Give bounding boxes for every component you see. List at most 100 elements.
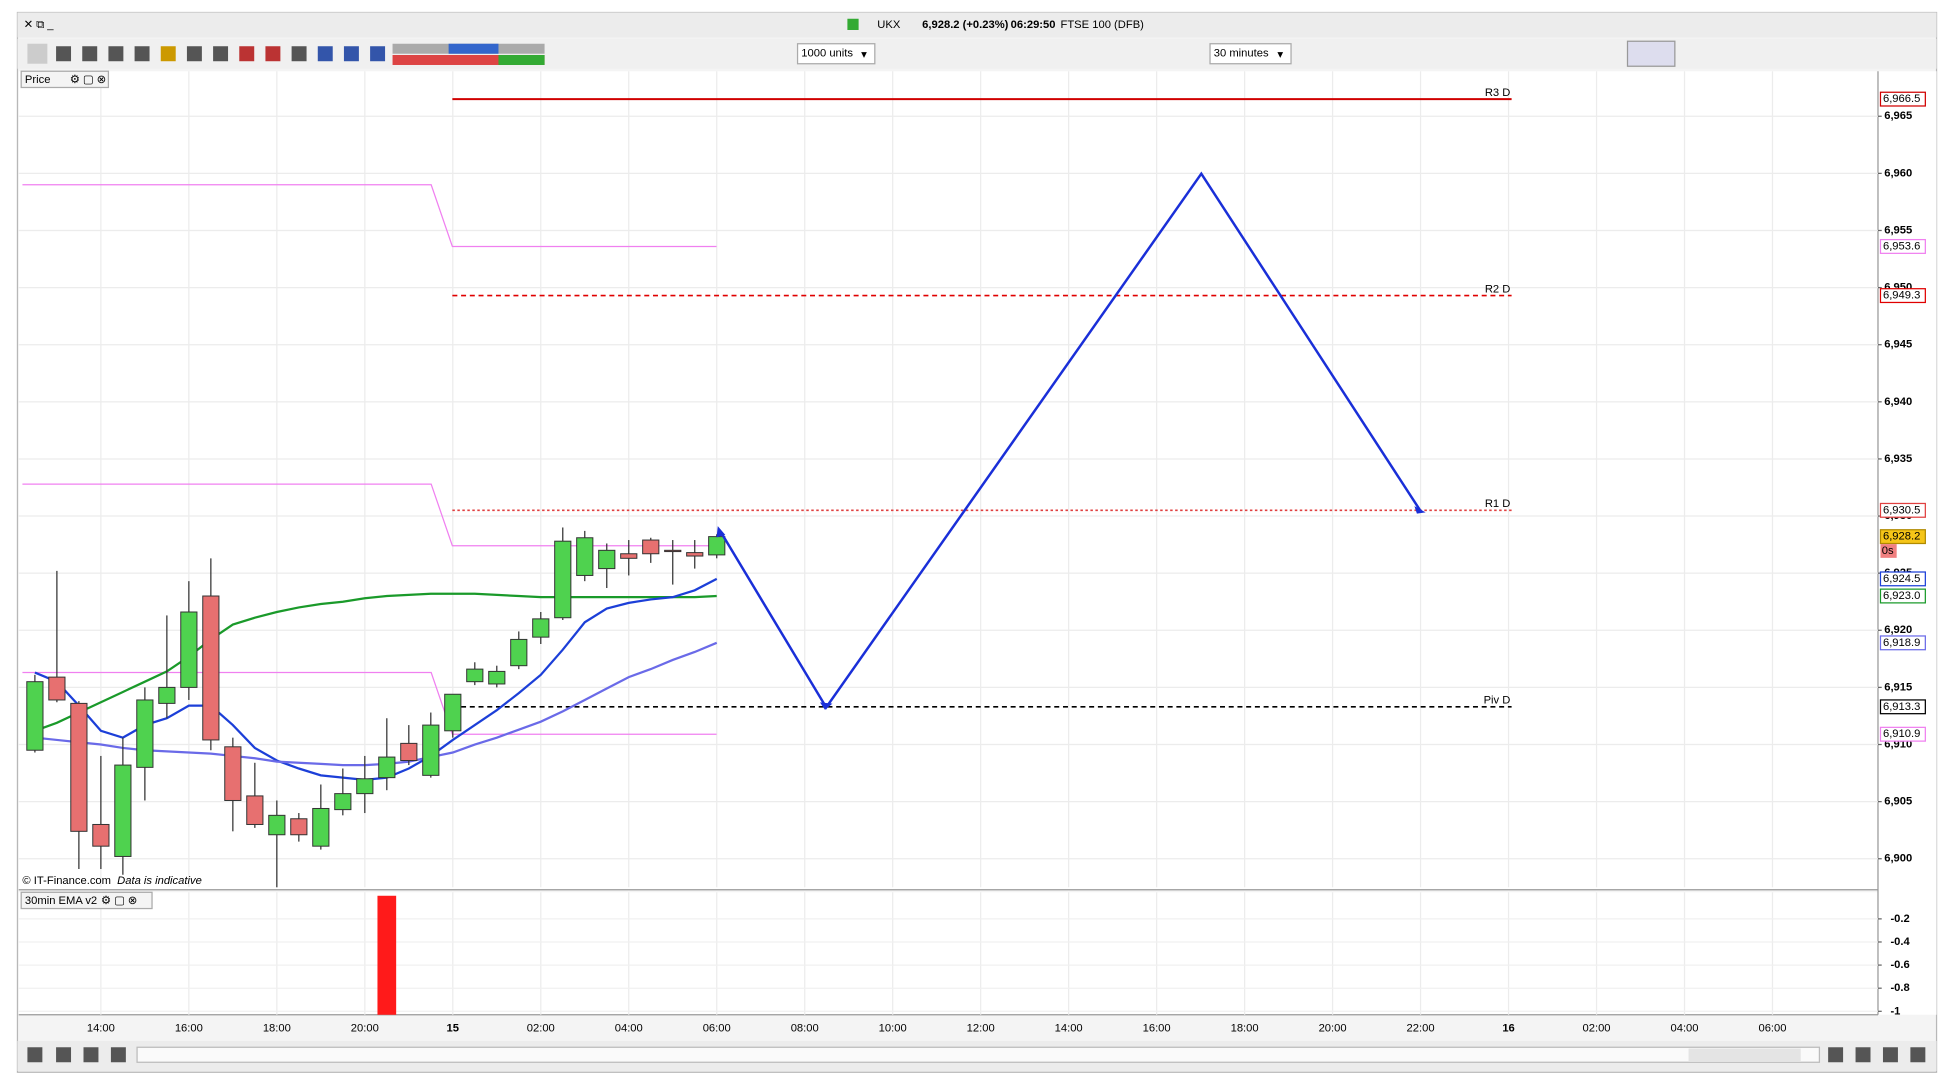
candle-body bbox=[356, 778, 374, 795]
tool[interactable] bbox=[56, 1047, 72, 1063]
y-tick-label: 6,960 bbox=[1884, 167, 1912, 179]
x-tick-label: 20:00 bbox=[1319, 1022, 1347, 1034]
chart-type-button[interactable] bbox=[1626, 40, 1676, 67]
candle-body bbox=[312, 807, 330, 847]
x-tick-label: 16 bbox=[1502, 1022, 1514, 1034]
arrow-head bbox=[819, 702, 833, 710]
x-tick-label: 14:00 bbox=[87, 1022, 115, 1034]
price-label: 6,923.0 bbox=[1883, 590, 1920, 602]
tool[interactable] bbox=[27, 1047, 43, 1063]
tool[interactable] bbox=[56, 46, 72, 62]
tool[interactable] bbox=[110, 1047, 126, 1063]
scrollbar[interactable] bbox=[136, 1046, 1821, 1063]
tool[interactable] bbox=[317, 46, 333, 62]
candle-body bbox=[92, 823, 110, 847]
price-label-box bbox=[1879, 238, 1926, 254]
close-button[interactable]: ✕ ⧉ _ bbox=[24, 19, 55, 31]
x-tick-label: 16:00 bbox=[1143, 1022, 1171, 1034]
x-tick-label: 04:00 bbox=[1670, 1022, 1698, 1034]
candle-body bbox=[70, 702, 88, 832]
price-label-box bbox=[1879, 502, 1926, 518]
x-tick-label: 12:00 bbox=[967, 1022, 995, 1034]
tool[interactable] bbox=[82, 46, 98, 62]
tool[interactable] bbox=[370, 46, 386, 62]
drawn-trend-line[interactable] bbox=[719, 171, 1422, 710]
candle-body bbox=[664, 549, 682, 553]
x-tick-label: 16:00 bbox=[175, 1022, 203, 1034]
tool[interactable] bbox=[160, 46, 176, 62]
interval-dropdown[interactable] bbox=[1209, 43, 1292, 65]
price-label-box bbox=[1879, 699, 1926, 715]
y-tick-label: -0.8 bbox=[1890, 982, 1909, 994]
x-tick-label: 14:00 bbox=[1055, 1022, 1083, 1034]
color-palette[interactable] bbox=[392, 43, 545, 65]
prev-level-line bbox=[22, 184, 717, 248]
tool[interactable] bbox=[83, 1047, 99, 1063]
timer-box bbox=[1880, 544, 1897, 558]
tool[interactable] bbox=[27, 43, 48, 64]
tool[interactable] bbox=[1910, 1047, 1926, 1063]
candle-body bbox=[26, 681, 44, 751]
y-tick-label: 6,920 bbox=[1884, 624, 1912, 636]
price-label-box bbox=[1879, 288, 1926, 304]
panel-buttons[interactable]: ⚙ ▢ ⊗ bbox=[101, 895, 137, 907]
panel-buttons[interactable]: ⚙ ▢ ⊗ bbox=[70, 74, 106, 86]
price-label: 6,949.3 bbox=[1883, 290, 1920, 302]
pivot-label: R3 D bbox=[1485, 87, 1511, 99]
tool[interactable] bbox=[239, 46, 255, 62]
price-label: 6,910.9 bbox=[1883, 728, 1920, 740]
price-label: 6,930.5 bbox=[1883, 504, 1920, 516]
clock: 06:29:50 bbox=[1011, 19, 1056, 31]
scroll-thumb[interactable] bbox=[1688, 1048, 1801, 1062]
pivot-label: R1 D bbox=[1485, 498, 1511, 510]
tool[interactable] bbox=[265, 46, 281, 62]
last-price-box bbox=[1879, 529, 1926, 545]
last-price: 6,928.2 bbox=[1883, 531, 1920, 543]
candle-body bbox=[510, 638, 528, 667]
y-tick-label: 6,945 bbox=[1884, 339, 1912, 351]
candle-body bbox=[598, 549, 616, 570]
candle-body bbox=[444, 693, 462, 732]
tool[interactable] bbox=[186, 46, 202, 62]
symbol[interactable]: UKX bbox=[877, 19, 901, 31]
candle-body bbox=[268, 814, 286, 836]
tool[interactable] bbox=[343, 46, 359, 62]
candle-body bbox=[158, 686, 176, 704]
tool[interactable] bbox=[134, 46, 150, 62]
indicator-line bbox=[34, 592, 717, 732]
price-label: 6,913.3 bbox=[1883, 701, 1920, 713]
tool-icons bbox=[27, 43, 386, 64]
instrument: FTSE 100 (DFB) bbox=[1060, 19, 1144, 31]
tool[interactable] bbox=[1882, 1047, 1898, 1063]
pivot-label: Piv D bbox=[1484, 695, 1511, 707]
tool[interactable] bbox=[291, 46, 307, 62]
candle-body bbox=[224, 746, 242, 801]
candle-body bbox=[532, 618, 550, 638]
size-dropdown[interactable] bbox=[796, 43, 876, 65]
y-tick-label: -1 bbox=[1890, 1005, 1900, 1017]
copyright: © IT-Finance.com bbox=[22, 875, 111, 887]
tool[interactable] bbox=[1855, 1047, 1871, 1063]
indicator-panel bbox=[18, 892, 1878, 1015]
tool[interactable] bbox=[108, 46, 124, 62]
prev-level-line bbox=[22, 671, 717, 735]
price-panel bbox=[18, 71, 1878, 890]
y-tick-label: 6,940 bbox=[1884, 396, 1912, 408]
panel-label-box bbox=[20, 891, 153, 910]
x-tick-label: 20:00 bbox=[351, 1022, 379, 1034]
panel-label-box bbox=[20, 70, 110, 89]
candle-body bbox=[400, 742, 418, 762]
tool[interactable] bbox=[1828, 1047, 1844, 1063]
x-tick-label: 22:00 bbox=[1407, 1022, 1435, 1034]
candle-body bbox=[554, 540, 572, 619]
size-value: 1000 units bbox=[801, 48, 853, 60]
tool[interactable] bbox=[213, 46, 229, 62]
y-tick-label: 6,905 bbox=[1884, 796, 1912, 808]
candle-body bbox=[642, 539, 660, 555]
y-tick-label: -0.6 bbox=[1890, 959, 1909, 971]
price-label-box bbox=[1879, 726, 1926, 742]
x-tick-label: 02:00 bbox=[527, 1022, 555, 1034]
y-tick-label: 6,915 bbox=[1884, 681, 1912, 693]
candle-body bbox=[290, 818, 308, 836]
panel-label: 30min EMA v2 bbox=[25, 895, 97, 907]
